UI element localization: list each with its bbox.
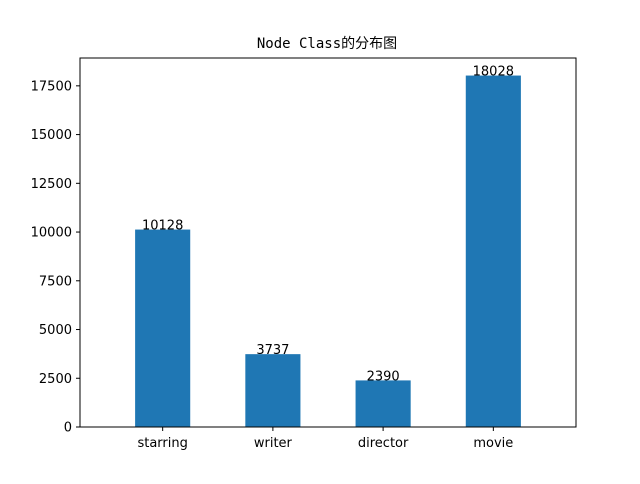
y-tick-label: 12500	[31, 177, 72, 192]
chart-title: Node Class的分布图	[257, 36, 397, 52]
y-tick-label: 0	[64, 421, 72, 436]
bars-group	[135, 75, 521, 428]
y-tick-label: 7500	[39, 274, 72, 289]
data-labels-group: 10128 3737 2390 18028	[142, 65, 514, 385]
y-tick-label: 10000	[31, 226, 72, 241]
y-tick-label: 15000	[31, 128, 72, 143]
data-label-director: 2390	[367, 369, 400, 384]
data-label-starring: 10128	[142, 219, 183, 234]
data-label-movie: 18028	[473, 65, 514, 80]
x-tick-label-director: director	[358, 436, 409, 451]
y-tick-label: 17500	[31, 79, 72, 94]
x-tick-label-writer: writer	[254, 436, 293, 451]
data-label-writer: 3737	[256, 343, 289, 358]
x-tick-label-movie: movie	[473, 436, 513, 451]
y-tick-label: 2500	[39, 372, 72, 387]
bar-director	[355, 380, 411, 427]
axes-group: 0 2500 5000 7500 10000 12500 15000 17500 starrin…	[31, 57, 577, 451]
y-tick-label: 5000	[39, 323, 72, 338]
bar-movie	[465, 75, 521, 428]
plot-frame	[79, 57, 577, 428]
bar-starring	[135, 229, 191, 427]
x-tick-label-starring: starring	[137, 436, 187, 451]
bar-writer	[245, 354, 301, 427]
